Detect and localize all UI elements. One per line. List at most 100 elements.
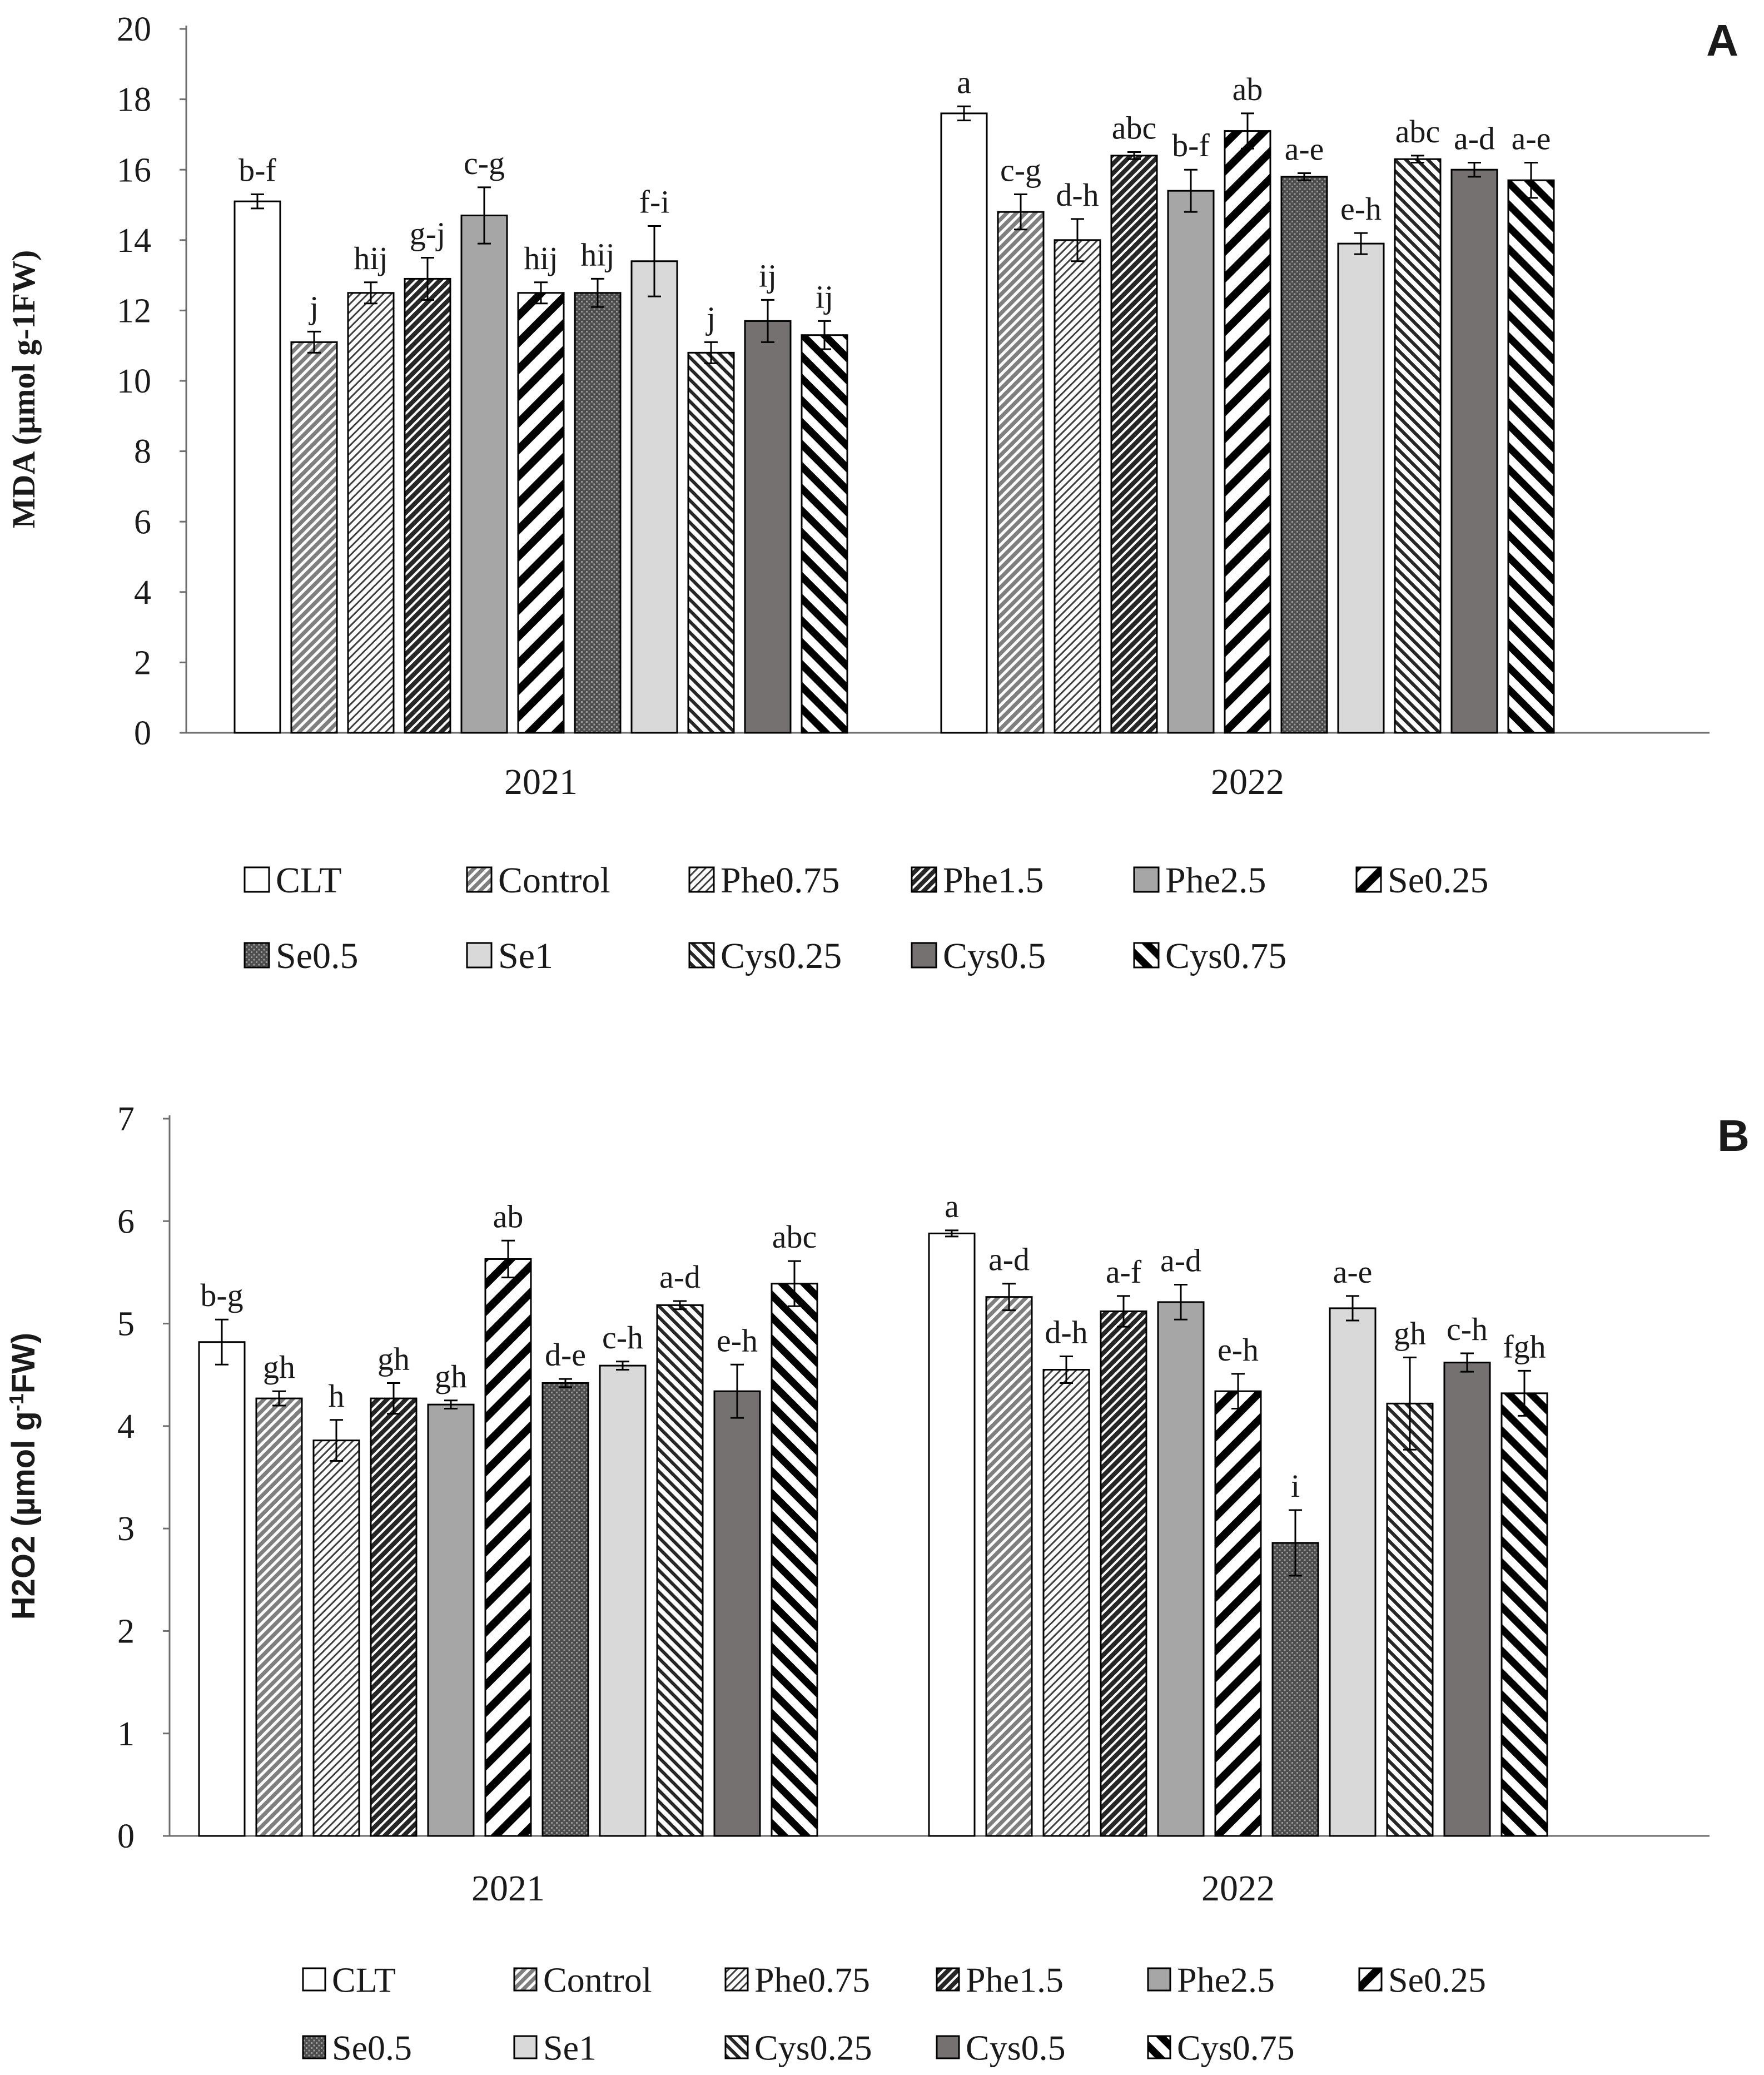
legend-label: Cys0.75 bbox=[1177, 2028, 1295, 2067]
y-axis-title-tail: FW) bbox=[6, 1333, 42, 1394]
significance-letter: a-d bbox=[659, 1259, 700, 1295]
error-bar bbox=[1518, 1369, 1531, 1417]
error-bar bbox=[1354, 232, 1368, 255]
legend-label: Control bbox=[543, 1960, 652, 1999]
bar-cys0-75-2022 bbox=[1507, 179, 1555, 734]
error-bar bbox=[648, 225, 661, 297]
legend-item: Phe0.75 bbox=[724, 1960, 870, 1999]
panel-label: B bbox=[1717, 1111, 1750, 1160]
bar-cys0-5-2022 bbox=[1443, 1362, 1491, 1837]
y-tick-label: 8 bbox=[134, 433, 151, 471]
y-tick-label: 2 bbox=[134, 644, 151, 682]
significance-letter: h bbox=[329, 1378, 345, 1414]
error-bar bbox=[957, 105, 971, 122]
legend-label: Cys0.75 bbox=[1165, 936, 1286, 976]
legend-label: Cys0.5 bbox=[966, 2028, 1066, 2067]
error-bar bbox=[1403, 1356, 1417, 1451]
legend-label: Se0.25 bbox=[1388, 1960, 1486, 1999]
legend-swatch bbox=[724, 2035, 749, 2059]
significance-letter: c-h bbox=[602, 1319, 643, 1356]
bar-se0-5-2022 bbox=[1280, 176, 1328, 734]
error-bar bbox=[387, 1382, 400, 1415]
legend-label: Se0.5 bbox=[332, 2028, 412, 2067]
legend-item: Phe1.5 bbox=[911, 860, 1044, 901]
legend-swatch bbox=[724, 1967, 749, 1992]
error-bar bbox=[673, 1300, 687, 1310]
legend-item: Se1 bbox=[513, 2028, 597, 2067]
bar-cys0-25-2021 bbox=[687, 351, 735, 734]
legend-label: Se0.25 bbox=[1388, 860, 1489, 901]
significance-letter: b-g bbox=[200, 1277, 243, 1313]
legend-label: Se1 bbox=[498, 936, 553, 976]
legend-label: CLT bbox=[276, 860, 342, 901]
bar-phe2-5-2022 bbox=[1157, 1301, 1205, 1837]
legend-item: Cys0.25 bbox=[688, 936, 842, 976]
bar-phe0-75-2021 bbox=[312, 1439, 360, 1837]
y-tick-label: 1 bbox=[117, 1715, 135, 1753]
bar-se0-5-2021 bbox=[541, 1382, 589, 1837]
bar-phe0-75-2022 bbox=[1042, 1369, 1090, 1837]
legend-item: Phe0.75 bbox=[688, 860, 840, 901]
legend: CLT Control Phe0.75 Phe1.5 Phe2.5 Se0.25 Se0.5… bbox=[302, 1960, 1486, 2067]
legend-item: Cys0.5 bbox=[911, 936, 1046, 976]
y-tick-label: 16 bbox=[117, 151, 151, 189]
bar-phe2-5-2022 bbox=[1167, 190, 1215, 734]
y-axis-title: MDA (µmol g-1FW) bbox=[6, 250, 42, 529]
legend-label: Phe0.75 bbox=[754, 1960, 870, 1999]
legend-label: Cys0.5 bbox=[943, 936, 1046, 976]
legend-swatch bbox=[1133, 942, 1160, 969]
significance-letter: e-h bbox=[717, 1322, 758, 1358]
legend: CLT Control Phe0.75 Phe1.5 Phe2.5 Se0.25 Se0.5… bbox=[244, 860, 1489, 976]
error-bar bbox=[1184, 168, 1197, 213]
error-bar bbox=[251, 193, 264, 210]
error-bar bbox=[1127, 151, 1141, 160]
error-bar bbox=[501, 1239, 515, 1279]
significance-letter: a-d bbox=[1454, 121, 1495, 157]
significance-letter: d-h bbox=[1056, 177, 1099, 213]
bar-se1-2022 bbox=[1329, 1307, 1377, 1837]
legend-item: Control bbox=[513, 1960, 652, 1999]
significance-letter: ij bbox=[759, 257, 777, 294]
legend-label: Cys0.25 bbox=[754, 2028, 872, 2067]
error-bar bbox=[307, 330, 321, 354]
significance-letter: j bbox=[309, 289, 319, 325]
y-tick-label: 7 bbox=[117, 1100, 135, 1138]
legend-swatch bbox=[302, 2035, 326, 2059]
significance-letter: ab bbox=[1233, 71, 1263, 107]
significance-letter: a-e bbox=[1333, 1254, 1373, 1290]
significance-letter: hij bbox=[524, 240, 558, 276]
y-tick-label: 5 bbox=[117, 1305, 135, 1343]
legend-item: CLT bbox=[302, 1960, 396, 1999]
legend-swatch bbox=[513, 1967, 538, 1992]
legend-swatch bbox=[936, 2035, 960, 2059]
significance-letter: c-g bbox=[1000, 152, 1041, 188]
legend-swatch bbox=[466, 866, 493, 893]
legend-item: Se0.5 bbox=[302, 2028, 412, 2067]
significance-letter: abc bbox=[772, 1219, 817, 1255]
error-bar bbox=[761, 299, 774, 343]
error-bar bbox=[364, 281, 377, 305]
bar-se0-5-2021 bbox=[574, 292, 622, 734]
significance-letter: hij bbox=[354, 240, 387, 276]
legend-item: Phe1.5 bbox=[936, 1960, 1064, 1999]
bar-phe1-5-2021 bbox=[370, 1397, 418, 1837]
bar-control-2021 bbox=[255, 1397, 303, 1837]
legend-item: Cys0.75 bbox=[1133, 936, 1286, 976]
significance-letter: e-h bbox=[1340, 191, 1382, 227]
significance-letter: a-e bbox=[1285, 131, 1324, 167]
error-bar bbox=[444, 1399, 458, 1410]
error-bar bbox=[731, 1363, 744, 1419]
legend-item: Control bbox=[466, 860, 610, 901]
legend-item: Cys0.75 bbox=[1147, 2028, 1295, 2067]
bar-cys0-5-2021 bbox=[713, 1390, 761, 1837]
significance-letter: a-d bbox=[1160, 1243, 1201, 1279]
legend-swatch bbox=[911, 866, 937, 893]
bar-cys0-75-2022 bbox=[1500, 1392, 1548, 1837]
legend-swatch bbox=[1355, 866, 1382, 893]
error-bar bbox=[591, 277, 604, 308]
legend-label: Phe1.5 bbox=[966, 1960, 1064, 1999]
error-bar bbox=[818, 320, 831, 350]
y-tick-label: 0 bbox=[134, 714, 151, 752]
